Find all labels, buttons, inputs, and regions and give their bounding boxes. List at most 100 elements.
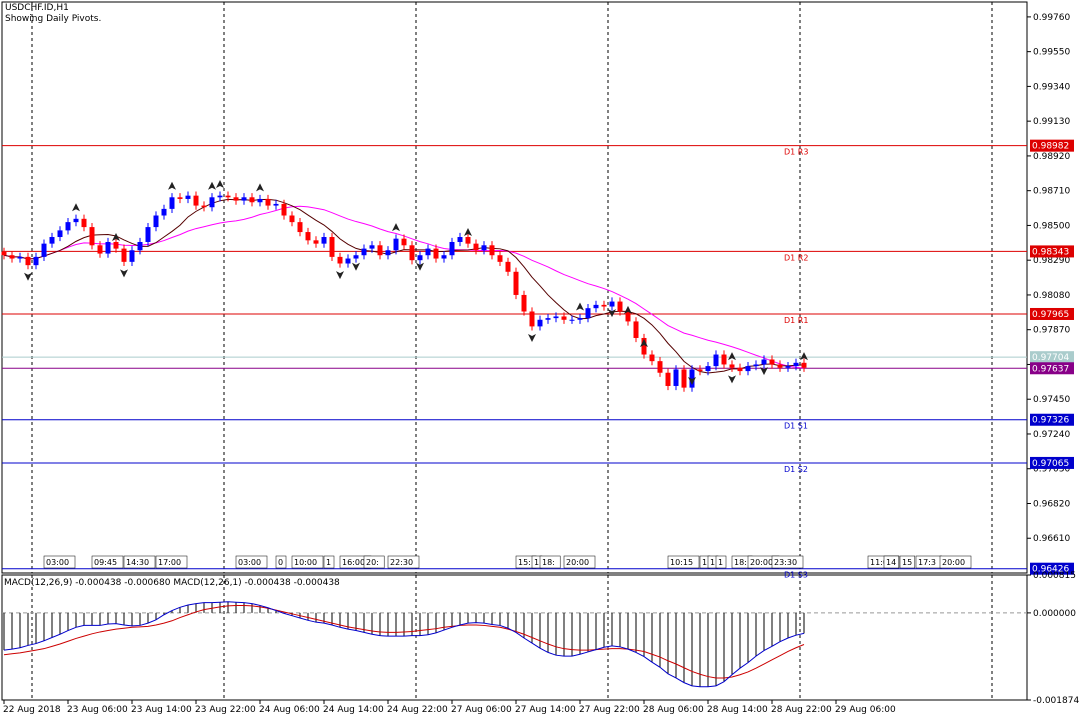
candle-body <box>705 366 711 372</box>
candle-body <box>217 195 223 198</box>
session-label: 15: <box>518 558 531 567</box>
price-tick-label: 0.99550 <box>1033 48 1070 58</box>
time-axis-label: 23 Aug 14:00 <box>131 705 192 715</box>
price-tick-label: 0.99340 <box>1033 82 1070 92</box>
session-label-box <box>123 555 156 569</box>
fractal-down-marker <box>608 309 616 318</box>
candle-body <box>401 238 407 246</box>
fractal-down-marker <box>120 269 128 278</box>
candle-body <box>225 195 231 198</box>
fractal-up-marker <box>392 223 400 232</box>
fractal-up-marker <box>728 352 736 361</box>
time-axis-label: 24 Aug 22:00 <box>387 705 448 715</box>
candle-body <box>753 364 759 367</box>
session-label: 20:00 <box>566 558 589 567</box>
candle-body <box>433 248 439 259</box>
session-label-box <box>939 555 972 569</box>
candle-body <box>321 237 327 244</box>
candle-body <box>409 245 415 261</box>
candle-body <box>129 250 135 262</box>
candle-body <box>521 294 527 312</box>
price-tick-label: 0.98710 <box>1033 187 1070 197</box>
candle-body <box>361 248 367 256</box>
pivot-price-tag <box>1030 139 1074 152</box>
price-tick-label: 0.96610 <box>1033 534 1070 544</box>
session-label: 20:00 <box>942 558 965 567</box>
session-label: 22:30 <box>390 558 413 567</box>
candle-body <box>153 215 159 228</box>
session-label: 17:3 <box>918 558 936 567</box>
pivot-price-tag <box>1030 307 1074 320</box>
candle-body <box>489 245 495 256</box>
candle-body <box>17 256 23 259</box>
candle-body <box>105 241 111 254</box>
candle-body <box>681 369 687 388</box>
fractal-up-marker <box>216 180 224 189</box>
candle-body <box>473 243 479 251</box>
candle-body <box>209 197 215 208</box>
session-label-box <box>883 555 900 569</box>
candle-body <box>137 241 143 251</box>
candle-body <box>265 198 271 206</box>
fractal-down-marker <box>24 272 32 281</box>
candle-body <box>65 222 71 231</box>
candle-body <box>713 354 719 367</box>
pivot-price-tag-label: 0.98982 <box>1032 142 1069 152</box>
session-label: 03:00 <box>46 558 69 567</box>
session-label: 18: <box>542 558 555 567</box>
candle-body <box>761 359 767 365</box>
pivot-price-tag-label: 0.96426 <box>1032 565 1069 575</box>
session-label-box <box>363 555 385 569</box>
session-label-box <box>667 555 700 569</box>
candle-body <box>721 354 727 365</box>
candle-body <box>425 248 431 256</box>
candle-body <box>233 197 239 201</box>
candle-body <box>673 369 679 386</box>
candle-body <box>273 203 279 206</box>
session-label: 16:00 <box>342 558 365 567</box>
fractal-up-marker <box>112 233 120 242</box>
candle-body <box>785 366 791 368</box>
pivot-price-tag <box>1030 245 1074 258</box>
session-label-box <box>563 555 596 569</box>
session-label: 15 <box>902 558 912 567</box>
fractal-up-marker <box>640 338 648 347</box>
session-label-box <box>715 555 727 569</box>
session-label: 20: <box>366 558 379 567</box>
price-tick-label: 0.99760 <box>1033 13 1070 23</box>
session-label: 1 <box>702 558 707 567</box>
price-tick-label: 0.99130 <box>1033 117 1070 127</box>
main-chart-frame <box>1 1 1028 574</box>
session-label-box <box>899 555 916 569</box>
session-label: 09:45 <box>94 558 117 567</box>
candle-body <box>257 198 263 203</box>
macd-frame <box>1 574 1028 701</box>
session-label: 14 <box>886 558 896 567</box>
candle-body <box>417 255 423 261</box>
price-tick-label: 0.96820 <box>1033 499 1070 509</box>
session-label: 17:00 <box>158 558 181 567</box>
fractal-up-marker <box>464 228 472 237</box>
ma-fast-line <box>3 198 805 374</box>
session-label-box <box>323 555 335 569</box>
candle-body <box>465 237 471 244</box>
session-label-box <box>91 555 124 569</box>
candle-body <box>33 256 39 266</box>
session-label: 1 <box>326 558 331 567</box>
time-axis-label: 28 Aug 22:00 <box>771 705 832 715</box>
candle-body <box>81 218 87 228</box>
fractal-down-marker <box>416 262 424 271</box>
time-axis-label: 24 Aug 14:00 <box>323 705 384 715</box>
pivot-price-tag <box>1030 456 1074 469</box>
session-label: 1 <box>718 558 723 567</box>
session-label-box <box>235 555 268 569</box>
session-label-box <box>387 555 420 569</box>
fractal-up-marker <box>800 352 808 361</box>
fractal-up-marker <box>208 181 216 190</box>
candle-body <box>481 245 487 251</box>
session-label: 18: <box>734 558 747 567</box>
candle-body <box>89 227 95 246</box>
candle-body <box>249 197 255 203</box>
candle-body <box>441 255 447 259</box>
